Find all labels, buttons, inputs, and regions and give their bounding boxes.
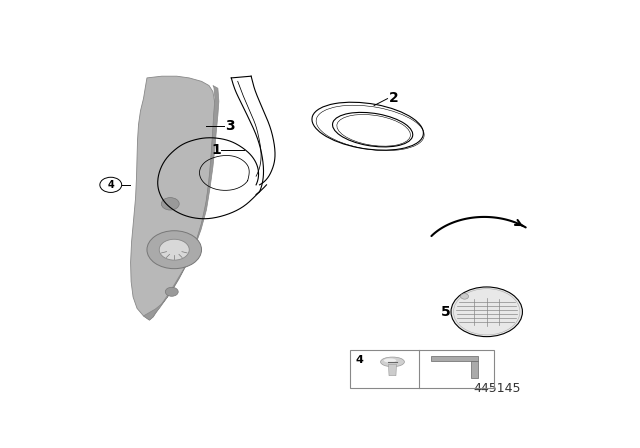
Bar — [350, 350, 494, 388]
Text: 445145: 445145 — [473, 382, 520, 395]
Text: 4: 4 — [108, 180, 114, 190]
Polygon shape — [471, 361, 478, 378]
Text: 3: 3 — [225, 119, 234, 133]
Text: 5: 5 — [441, 305, 451, 319]
Ellipse shape — [384, 358, 396, 362]
Circle shape — [165, 287, 178, 296]
Circle shape — [147, 231, 202, 269]
Ellipse shape — [381, 357, 404, 367]
Text: 4: 4 — [355, 355, 363, 366]
Text: 2: 2 — [388, 91, 398, 105]
Polygon shape — [143, 86, 219, 320]
Circle shape — [161, 198, 179, 210]
Circle shape — [461, 293, 468, 299]
Circle shape — [159, 239, 189, 260]
Text: 1: 1 — [211, 143, 221, 157]
Circle shape — [451, 287, 522, 336]
Polygon shape — [131, 76, 215, 320]
Polygon shape — [431, 356, 478, 361]
Polygon shape — [388, 364, 396, 376]
